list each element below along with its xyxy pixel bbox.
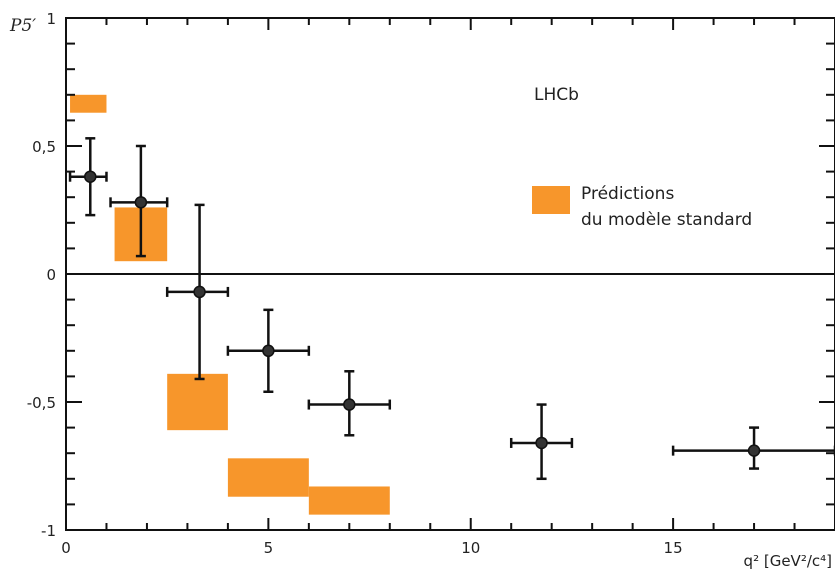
y-tick-label: 0: [46, 266, 56, 284]
data-point-3: [165, 203, 230, 381]
x-tick-label: 15: [664, 539, 683, 557]
data-point-7: [671, 426, 835, 470]
legend-swatch: [532, 186, 570, 214]
data-marker: [535, 436, 548, 450]
legend-label-line2: du modèle standard: [581, 210, 752, 230]
data-marker: [747, 444, 761, 457]
data-point-2: [109, 144, 169, 258]
x-tick-label: 0: [61, 539, 71, 557]
legend-label-line1: Prédictions: [581, 184, 674, 204]
prediction-box-1: [70, 94, 107, 113]
x-axis-label: q² [GeV²/c⁴]: [744, 552, 832, 570]
data-point-6: [509, 403, 574, 481]
y-tick-label: 0,5: [32, 138, 56, 156]
data-point-1: [68, 137, 108, 217]
data-point-5: [307, 370, 392, 437]
prediction-box-5: [308, 486, 390, 515]
data-points: [68, 137, 835, 481]
prediction-boxes: [70, 94, 390, 515]
x-tick-label: 10: [461, 539, 480, 557]
data-marker: [343, 398, 356, 411]
y-tick-label: -0,5: [27, 394, 56, 412]
data-point-4: [226, 308, 311, 394]
x-tick-label: 5: [264, 539, 274, 557]
data-marker: [134, 196, 148, 209]
prediction-box-4: [227, 458, 309, 497]
prediction-box-3: [167, 373, 228, 431]
data-marker: [193, 285, 206, 299]
data-marker: [262, 344, 275, 358]
y-tick-label: -1: [41, 522, 56, 540]
y-tick-label: 1: [46, 10, 56, 28]
axis-ticks: 0 5 10 15 -1 -0,5 0 0,5 1: [27, 10, 835, 557]
experiment-label: LHCb: [534, 85, 579, 105]
data-marker: [84, 170, 97, 183]
y-axis-label: P5′: [9, 16, 36, 36]
